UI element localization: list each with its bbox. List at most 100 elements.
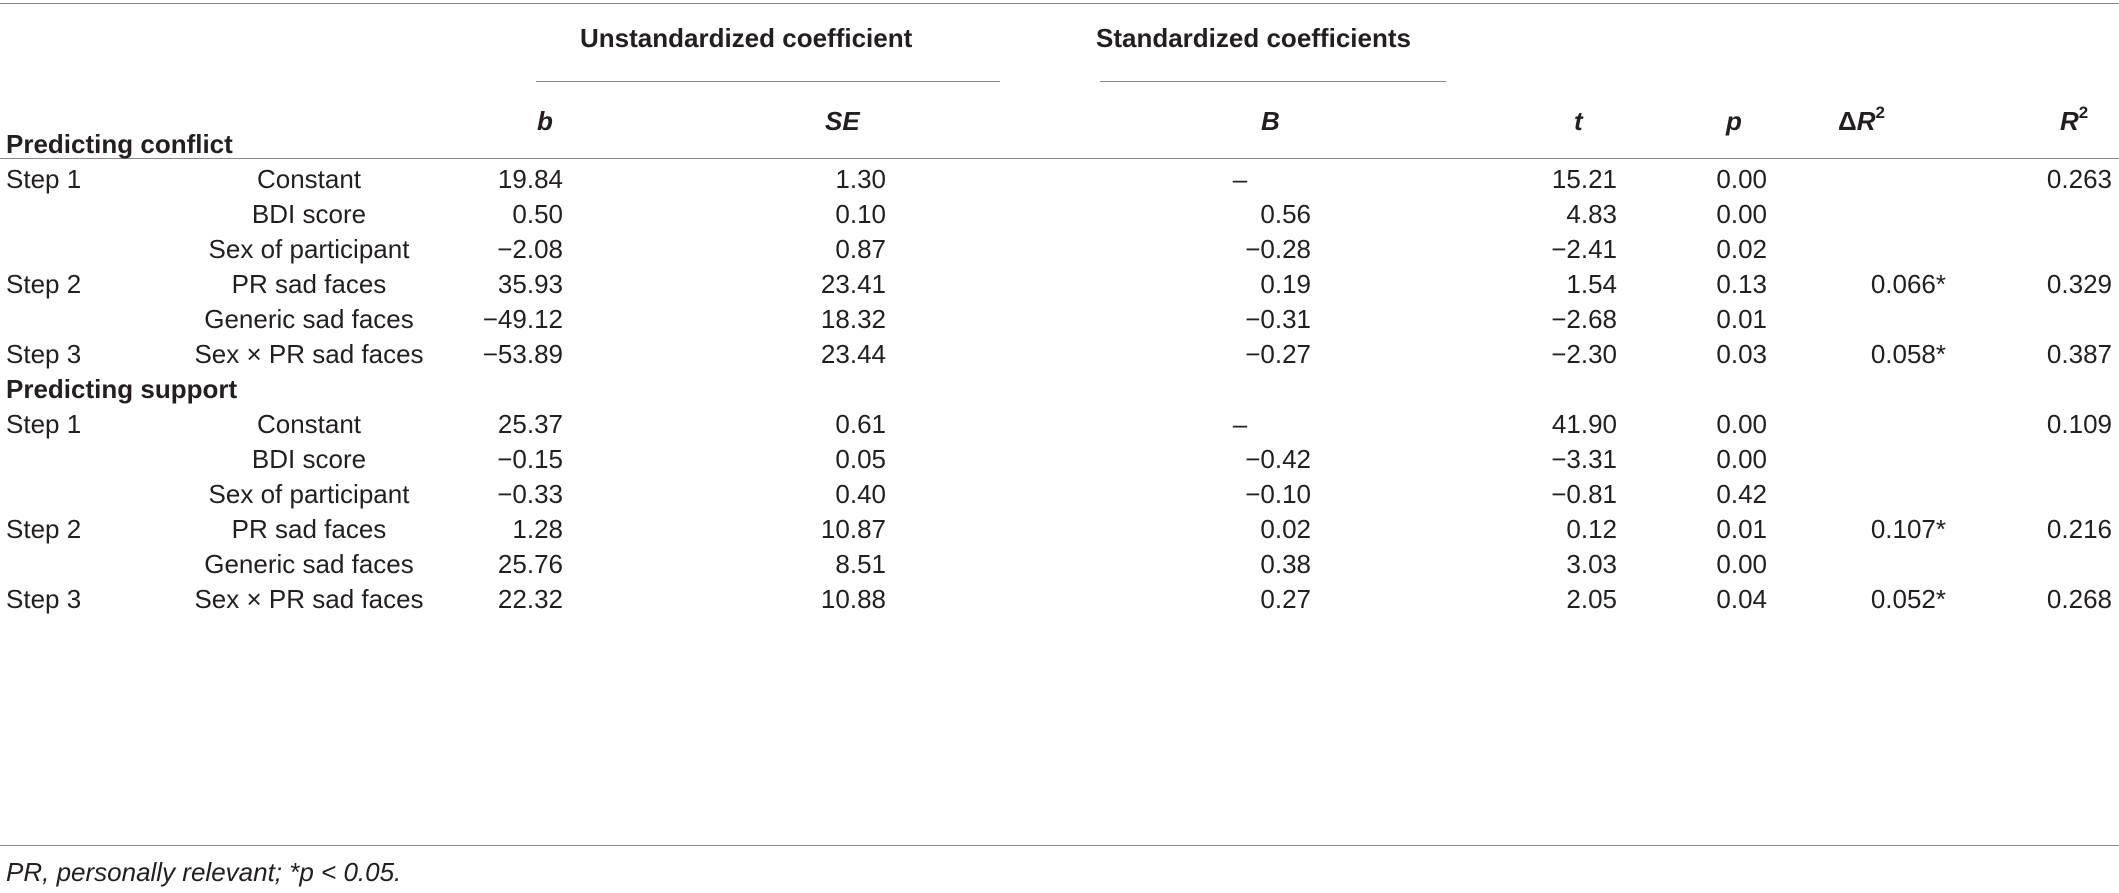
section-title: Predicting support: [6, 374, 238, 404]
cell-b: 22.32: [497, 584, 563, 614]
cell-p: 0.01: [1716, 304, 1767, 334]
cell-b: 25.76: [497, 549, 563, 579]
cell-b: 1.28: [512, 514, 563, 544]
cell-se: 8.51: [835, 549, 886, 579]
cell-b: −53.89: [482, 339, 563, 369]
cell-b: 19.84: [497, 164, 563, 194]
cell-se: 23.41: [820, 269, 886, 299]
cell-predictor: Constant: [256, 409, 362, 439]
cell-predictor: BDI score: [251, 444, 367, 474]
cell-B: 0.02: [1260, 514, 1311, 544]
cell-delta-r2: 0.107*: [1870, 514, 1946, 544]
cell-r2: 0.329: [2046, 269, 2112, 299]
cell-se: 0.87: [835, 234, 886, 264]
cell-r2: 0.263: [2046, 164, 2112, 194]
cell-B: –: [1232, 409, 1248, 439]
cell-se: 23.44: [820, 339, 886, 369]
cell-B: −0.27: [1245, 339, 1311, 369]
cell-b: −0.33: [497, 479, 563, 509]
cell-delta-r2: 0.066*: [1870, 269, 1946, 299]
cell-B: 0.27: [1260, 584, 1311, 614]
cell-r2: 0.216: [2046, 514, 2112, 544]
cell-b: 35.93: [497, 269, 563, 299]
table-footnote: PR, personally relevant; *p < 0.05.: [6, 857, 402, 887]
group-header-unstandardized: Unstandardized coefficient: [580, 23, 913, 53]
cell-t: 2.05: [1566, 584, 1617, 614]
cell-p: 0.00: [1716, 164, 1767, 194]
cell-se: 0.61: [835, 409, 886, 439]
r-superscript: 2: [2078, 103, 2089, 123]
cell-p: 0.03: [1716, 339, 1767, 369]
cell-b: 0.50: [512, 199, 563, 229]
section-title: Predicting conflict: [6, 129, 233, 159]
unstd-group-rule: [536, 81, 1000, 82]
cell-predictor: Generic sad faces: [204, 549, 414, 579]
cell-p: 0.00: [1716, 444, 1767, 474]
cell-B: −0.42: [1245, 444, 1311, 474]
cell-predictor: BDI score: [251, 199, 367, 229]
col-header-B: B: [1261, 106, 1280, 136]
col-header-delta-r2: ΔR2: [1838, 103, 1885, 136]
cell-p: 0.04: [1716, 584, 1767, 614]
cell-p: 0.13: [1716, 269, 1767, 299]
col-header-r2: R2: [2060, 103, 2089, 136]
cell-t: −2.41: [1551, 234, 1617, 264]
cell-predictor: Sex of participant: [208, 234, 410, 264]
col-header-t: t: [1574, 106, 1583, 136]
cell-B: 0.38: [1260, 549, 1311, 579]
cell-predictor: PR sad faces: [231, 514, 387, 544]
cell-se: 0.05: [835, 444, 886, 474]
cell-se: 18.32: [820, 304, 886, 334]
cell-delta-r2: 0.058*: [1870, 339, 1946, 369]
cell-t: 1.54: [1566, 269, 1617, 299]
cell-t: 0.12: [1566, 514, 1617, 544]
cell-t: 4.83: [1566, 199, 1617, 229]
col-header-b: b: [537, 106, 553, 136]
cell-t: −2.68: [1551, 304, 1617, 334]
cell-predictor: Constant: [256, 164, 362, 194]
cell-r2: 0.387: [2046, 339, 2112, 369]
cell-p: 0.02: [1716, 234, 1767, 264]
cell-predictor: Generic sad faces: [204, 304, 414, 334]
cell-b: 25.37: [497, 409, 563, 439]
group-header-standardized: Standardized coefficients: [1096, 23, 1411, 53]
cell-r2: 0.109: [2046, 409, 2112, 439]
cell-b: −0.15: [497, 444, 563, 474]
cell-p: 0.42: [1716, 479, 1767, 509]
cell-se: 1.30: [835, 164, 886, 194]
cell-t: 41.90: [1551, 409, 1617, 439]
cell-t: −0.81: [1551, 479, 1617, 509]
delta-r-superscript: 2: [1875, 103, 1885, 123]
cell-step: Step 2: [6, 514, 82, 544]
top-rule: [0, 3, 2119, 4]
cell-t: −3.31: [1551, 444, 1617, 474]
cell-step: Step 2: [6, 269, 82, 299]
cell-delta-r2: 0.052*: [1870, 584, 1946, 614]
cell-se: 10.87: [820, 514, 886, 544]
cell-B: –: [1232, 164, 1248, 194]
cell-step: Step 1: [6, 164, 82, 194]
cell-step: Step 1: [6, 409, 82, 439]
cell-B: −0.10: [1245, 479, 1311, 509]
col-header-p: p: [1726, 106, 1742, 136]
cell-t: 3.03: [1566, 549, 1617, 579]
cell-step: Step 3: [6, 339, 82, 369]
cell-predictor: Sex of participant: [208, 479, 410, 509]
cell-b: −2.08: [497, 234, 563, 264]
cell-step: Step 3: [6, 584, 82, 614]
cell-se: 10.88: [820, 584, 886, 614]
cell-se: 0.10: [835, 199, 886, 229]
cell-p: 0.00: [1716, 199, 1767, 229]
cell-p: 0.01: [1716, 514, 1767, 544]
cell-B: 0.56: [1260, 199, 1311, 229]
delta-r-label: R: [1856, 106, 1876, 136]
cell-predictor: Sex × PR sad faces: [194, 339, 424, 369]
cell-t: −2.30: [1551, 339, 1617, 369]
cell-se: 0.40: [835, 479, 886, 509]
col-header-se: SE: [825, 106, 860, 136]
cell-B: 0.19: [1260, 269, 1311, 299]
std-group-rule: [1100, 81, 1446, 82]
table-bottom-rule: [0, 845, 2119, 846]
cell-p: 0.00: [1716, 549, 1767, 579]
cell-B: −0.31: [1245, 304, 1311, 334]
